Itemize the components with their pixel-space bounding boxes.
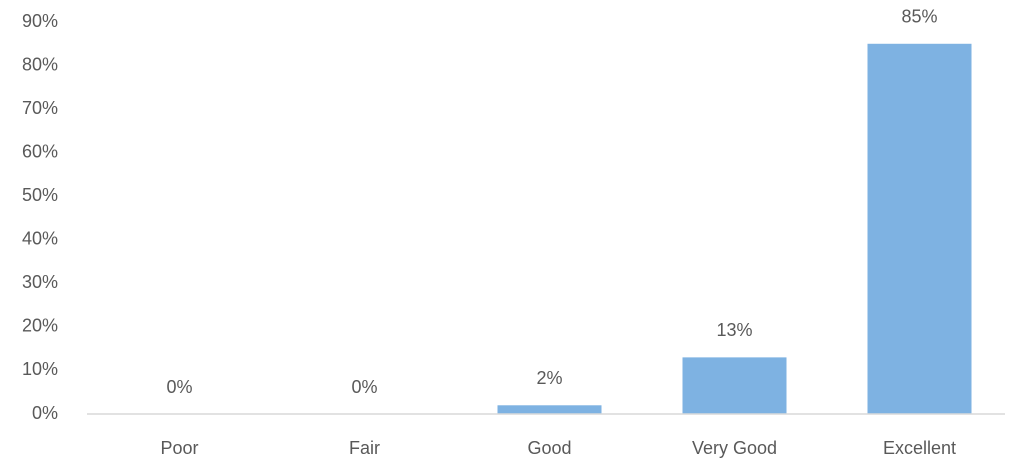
- data-label: 2%: [536, 368, 562, 388]
- y-tick-label: 80%: [22, 54, 58, 74]
- data-label: 13%: [716, 320, 752, 340]
- y-tick-label: 30%: [22, 272, 58, 292]
- bar: [497, 405, 602, 414]
- data-label: 85%: [901, 7, 937, 27]
- x-tick-label: Good: [527, 438, 571, 458]
- y-tick-label: 50%: [22, 185, 58, 205]
- y-tick-label: 60%: [22, 141, 58, 161]
- data-label: 0%: [166, 377, 192, 397]
- x-tick-label: Poor: [160, 438, 198, 458]
- bar: [682, 357, 787, 414]
- x-tick-label: Excellent: [883, 438, 956, 458]
- x-tick-label: Fair: [349, 438, 380, 458]
- y-tick-label: 10%: [22, 359, 58, 379]
- y-tick-label: 40%: [22, 229, 58, 249]
- y-tick-label: 70%: [22, 98, 58, 118]
- x-tick-label: Very Good: [692, 438, 777, 458]
- y-tick-label: 90%: [22, 11, 58, 31]
- bar: [867, 43, 972, 415]
- y-tick-label: 20%: [22, 316, 58, 336]
- y-tick-label: 0%: [32, 403, 58, 423]
- data-label: 0%: [351, 377, 377, 397]
